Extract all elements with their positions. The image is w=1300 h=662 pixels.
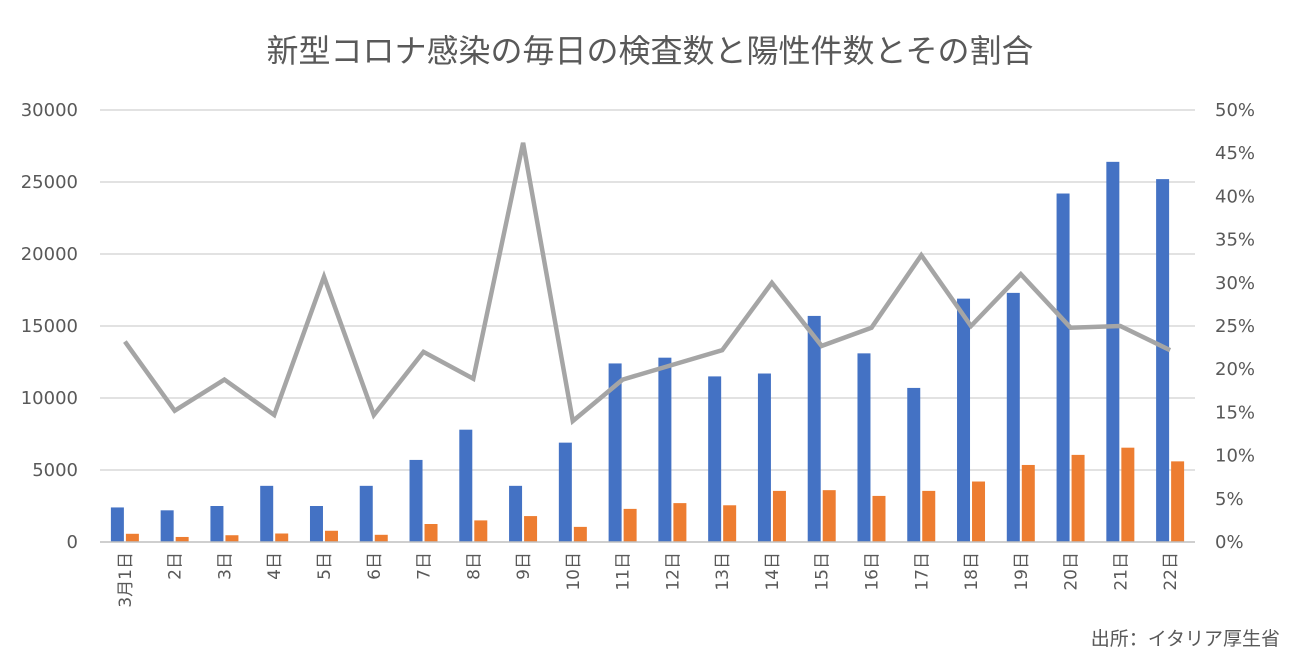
bar-positives: [474, 520, 488, 542]
x-tick-label: 5日: [315, 552, 335, 580]
bar-tests: [110, 507, 124, 542]
bar-tests: [309, 506, 323, 542]
bar-positives: [822, 490, 836, 542]
bar-positives: [972, 481, 986, 542]
bar-positives: [1071, 454, 1085, 542]
bar-positives: [872, 495, 886, 542]
chart-title: 新型コロナ感染の毎日の検査数と陽性件数とその割合: [266, 32, 1033, 70]
y-axis-left: 0 5000 10000 15000 20000 25000 30000: [21, 100, 78, 553]
y-right-tick-label: 35%: [1215, 230, 1255, 251]
bar-tests: [260, 485, 274, 542]
bar-tests: [1006, 292, 1020, 542]
x-tick-label: 3月1日: [116, 552, 136, 608]
bar-positives: [1171, 461, 1185, 542]
bar-positives: [573, 526, 587, 542]
x-tick-label: 4日: [265, 552, 285, 580]
y-right-tick-label: 30%: [1215, 273, 1255, 294]
y-right-tick-label: 5%: [1215, 489, 1244, 510]
y-right-tick-label: 40%: [1215, 186, 1255, 207]
bar-tests: [608, 363, 622, 542]
bar-positives: [324, 530, 338, 542]
bar-positives: [922, 490, 936, 542]
bar-positives: [623, 508, 637, 542]
bar-tests: [857, 353, 871, 542]
y-left-tick-label: 15000: [21, 316, 78, 337]
y-right-tick-label: 0%: [1215, 532, 1244, 553]
x-axis: 3月1日 2日 3日 4日 5日 6日 7日 8日 9日 10日 11日 12日 13日 14日 15日 16…: [116, 552, 1181, 608]
y-right-tick-label: 50%: [1215, 100, 1255, 121]
bar-tests: [558, 442, 572, 542]
x-tick-label: 14日: [763, 552, 783, 591]
ratio-line: [123, 142, 1172, 426]
ratio-series-line: [123, 142, 1172, 426]
x-tick-label: 22日: [1161, 552, 1181, 591]
bar-tests: [658, 357, 672, 542]
x-tick-label: 7日: [415, 552, 435, 580]
bar-tests: [409, 459, 423, 542]
x-tick-label: 9日: [514, 552, 534, 580]
x-tick-label: 21日: [1111, 552, 1131, 591]
gridlines: [100, 109, 1195, 471]
y-left-tick-label: 30000: [21, 100, 78, 121]
x-tick-label: 8日: [464, 552, 484, 580]
y-right-tick-label: 20%: [1215, 359, 1255, 380]
y-left-tick-label: 25000: [21, 172, 78, 193]
bar-positives: [374, 534, 388, 542]
x-tick-label: 11日: [614, 552, 634, 591]
bar-positives: [723, 505, 737, 542]
bar-positives: [424, 524, 438, 542]
bar-tests: [160, 510, 174, 542]
y-right-tick-label: 15%: [1215, 402, 1255, 423]
x-tick-label: 19日: [1012, 552, 1032, 591]
bars: [110, 161, 1185, 542]
x-tick-label: 17日: [912, 552, 932, 591]
bar-tests: [957, 298, 971, 542]
x-tick-label: 10日: [564, 552, 584, 591]
y-left-tick-label: 20000: [21, 244, 78, 265]
x-tick-label: 13日: [713, 552, 733, 591]
y-left-tick-label: 10000: [21, 388, 78, 409]
bar-tests: [459, 429, 473, 542]
bar-positives: [225, 535, 239, 542]
bar-tests: [1056, 193, 1070, 542]
y-left-tick-label: 0: [67, 532, 78, 553]
bar-tests: [807, 315, 821, 542]
bar-positives: [275, 533, 289, 542]
bar-positives: [1021, 464, 1035, 542]
bar-tests: [907, 387, 921, 542]
y-left-tick-label: 5000: [32, 460, 78, 481]
bar-tests: [1156, 179, 1170, 542]
bar-positives: [125, 533, 139, 542]
x-tick-label: 16日: [863, 552, 883, 591]
x-tick-label: 6日: [365, 552, 385, 580]
x-tick-label: 15日: [813, 552, 833, 591]
bar-tests: [708, 376, 722, 542]
x-tick-label: 2日: [166, 552, 186, 580]
x-tick-label: 20日: [1062, 552, 1082, 591]
x-tick-label: 12日: [663, 552, 683, 591]
bar-tests: [757, 373, 771, 542]
bar-positives: [524, 516, 538, 542]
bar-positives: [772, 490, 786, 542]
bar-tests: [1106, 161, 1120, 542]
x-tick-label: 3日: [215, 552, 235, 580]
bar-positives: [175, 536, 189, 542]
y-axis-right: 0% 5% 10% 15% 20% 25% 30% 35% 40% 45% 50%: [1215, 100, 1255, 553]
bar-positives: [1121, 447, 1135, 542]
bar-tests: [509, 485, 523, 542]
bar-tests: [359, 485, 373, 542]
y-right-tick-label: 25%: [1215, 316, 1255, 337]
y-right-tick-label: 10%: [1215, 446, 1255, 467]
bar-tests: [210, 506, 224, 542]
y-right-tick-label: 45%: [1215, 143, 1255, 164]
x-tick-label: 18日: [962, 552, 982, 591]
bar-positives: [673, 503, 687, 542]
source-note: 出所：イタリア厚生省: [1091, 628, 1280, 650]
